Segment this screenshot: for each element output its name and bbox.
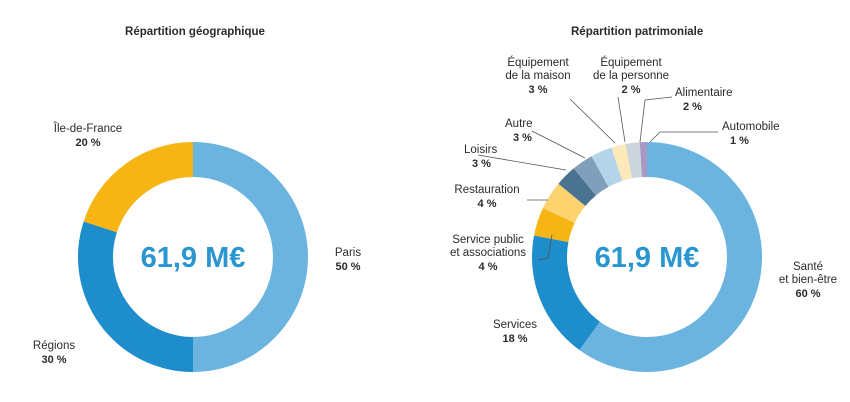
geo-label-value: 30 % (41, 354, 66, 366)
pat-slice-service-public-et-associations (534, 208, 575, 243)
pat-slice-autre (573, 156, 609, 196)
pat-label-name: Services (493, 319, 537, 331)
pat-label-name: Équipement (507, 56, 569, 69)
pat-label-value: 3 % (529, 84, 548, 96)
geo-label-ile-de-france: Île-de-France 20 % (53, 122, 122, 149)
geo-label-name: Régions (33, 340, 75, 352)
geo-slice-ile-de-france (83, 142, 193, 233)
pat-label-value: 2 % (622, 84, 641, 96)
pat-label-name: de la personne (593, 70, 669, 82)
pat-label-loisirs: Loisirs 3 % (464, 144, 497, 170)
pat-label-value: 3 % (513, 132, 532, 144)
pat-slice-equipement-de-la-personne (611, 144, 633, 181)
pat-center-total: 61,9 M€ (595, 242, 700, 274)
geo-label-regions: Régions 30 % (33, 340, 75, 366)
pat-slice-sante-et-bien-etre (579, 142, 762, 373)
geographic-chart-panel: Répartition géographique Paris 50 % Région… (0, 0, 400, 402)
pat-slice-loisirs (558, 168, 597, 207)
geographic-chart-title: Répartition géographique (125, 26, 265, 38)
patrimonial-chart-title: Répartition patrimoniale (571, 26, 704, 38)
pat-leader-automobile (649, 131, 718, 143)
geo-slice-paris (193, 142, 308, 372)
pat-leader-equipement-de-la-maison (569, 98, 616, 144)
pat-label-autre: Autre 3 % (505, 118, 533, 144)
pat-label-value: 1 % (730, 135, 749, 147)
pat-leader-alimentaire (639, 96, 673, 143)
geo-label-value: 50 % (335, 261, 360, 273)
pat-slice-automobile (639, 142, 647, 178)
pat-leader-service-public-et-associations (537, 234, 553, 261)
pat-label-automobile: Automobile 1 % (722, 121, 780, 147)
pat-leader-equipement-de-la-personne (617, 96, 626, 143)
geo-label-name: Paris (335, 247, 361, 259)
pat-label-name: Santé (793, 261, 823, 273)
pat-label-value: 4 % (479, 261, 498, 273)
pat-label-services: Services 18 % (493, 319, 537, 345)
pat-leader-autre (531, 130, 586, 159)
geo-label-name: Île-de-France (53, 122, 122, 135)
pat-label-name: de la maison (505, 70, 570, 82)
pat-label-name: Restauration (454, 184, 519, 196)
pat-label-name: Équipement (600, 56, 662, 69)
pat-label-name: et associations (450, 247, 526, 259)
pat-leader-loisirs (477, 154, 567, 171)
geo-center-total: 61,9 M€ (141, 242, 246, 274)
pat-label-value: 60 % (795, 288, 820, 300)
pat-label-value: 18 % (502, 333, 527, 345)
geo-label-paris: Paris 50 % (335, 247, 361, 273)
geo-slice-regions (77, 221, 193, 372)
patrimonial-chart-panel: Répartition patrimoniale Santé et bien-êt… (400, 0, 850, 402)
pat-label-name: et bien-être (779, 274, 837, 286)
pat-slice-alimentaire (625, 142, 642, 179)
pat-label-name: Automobile (722, 121, 780, 133)
pat-slice-services (532, 235, 600, 351)
pat-label-name: Service public (452, 234, 524, 246)
pat-label-value: 4 % (478, 198, 497, 210)
pat-label-name: Alimentaire (675, 87, 733, 99)
pat-label-name: Autre (505, 118, 533, 130)
pat-label-restauration: Restauration 4 % (454, 184, 519, 210)
geographic-donut-chart: Paris 50 % Régions 30 % Île-de-France 20 % 61,… (33, 122, 361, 372)
pat-slice-equipement-de-la-maison (591, 147, 623, 187)
geo-label-value: 20 % (75, 137, 100, 149)
pat-label-alimentaire: Alimentaire 2 % (675, 87, 733, 113)
pat-label-name: Loisirs (464, 144, 497, 156)
pat-label-value: 3 % (472, 158, 491, 170)
pat-label-value: 2 % (683, 101, 702, 113)
pat-slice-restauration (542, 183, 586, 223)
